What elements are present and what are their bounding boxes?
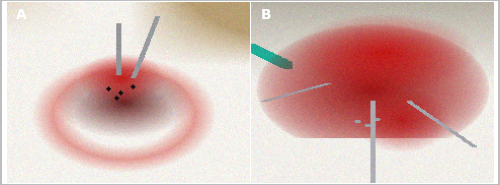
Text: B: B	[260, 8, 272, 22]
Text: A: A	[16, 8, 27, 22]
